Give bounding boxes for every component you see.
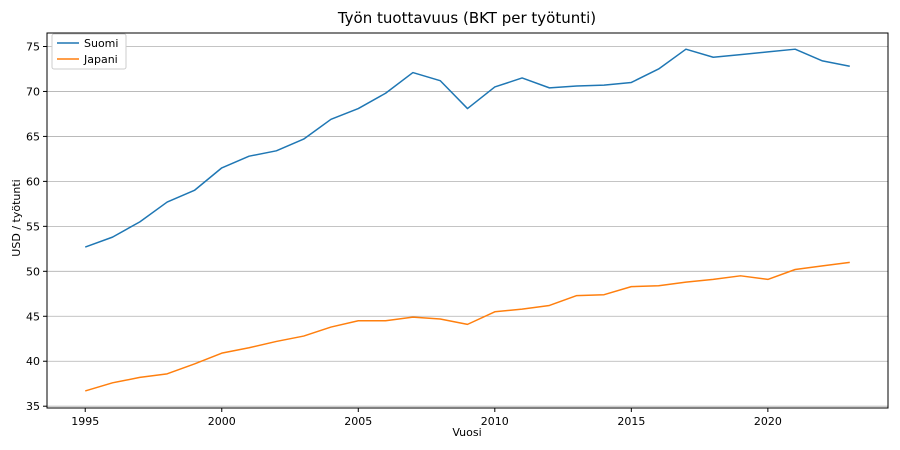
y-tick-label: 60 [26,175,40,188]
y-tick-label: 55 [26,220,40,233]
series-line-suomi [84,48,850,248]
chart-title: Työn tuottavuus (BKT per työtunti) [337,9,596,27]
y-axis: 35 40 45 50 55 60 65 70 75 [26,40,47,413]
legend-label-japani: Japani [83,53,118,66]
y-tick-label: 75 [26,40,40,53]
y-tick-label: 65 [26,130,40,143]
y-tick-label: 40 [26,355,40,368]
x-tick-label: 1995 [71,415,99,428]
x-tick-label: 2015 [617,415,645,428]
legend-label-suomi: Suomi [84,37,118,50]
y-tick-label: 50 [26,265,40,278]
x-tick-label: 2020 [754,415,782,428]
x-tick-label: 2000 [208,415,236,428]
x-tick-label: 2005 [344,415,372,428]
legend: Suomi Japani [51,33,127,70]
x-axis-label: Vuosi [452,426,481,439]
y-tick-label: 70 [26,85,40,98]
y-tick-label: 35 [26,400,40,413]
gridlines [47,46,888,407]
plot-frame [46,32,889,409]
series-line-japani [85,261,850,392]
x-axis: 1995 2000 2005 2010 2015 2020 [71,408,782,428]
series-lines [84,48,850,392]
y-axis-label: USD / työtunti [10,179,23,256]
x-tick-label: 2010 [481,415,509,428]
y-tick-label: 45 [26,310,40,323]
